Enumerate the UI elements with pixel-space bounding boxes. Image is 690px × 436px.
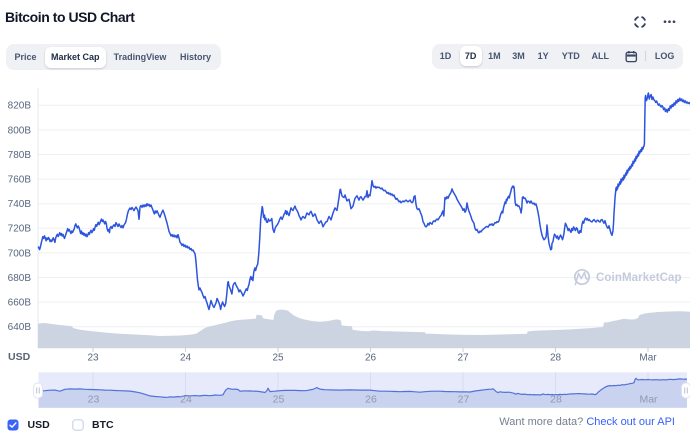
svg-text:26: 26 [365, 353, 377, 364]
svg-text:USD: USD [8, 351, 31, 363]
svg-text:23: 23 [88, 394, 100, 406]
svg-text:640B: 640B [8, 322, 32, 333]
svg-text:CoinMarketCap: CoinMarketCap [596, 272, 682, 284]
svg-text:Mar: Mar [639, 353, 657, 364]
svg-text:Mar: Mar [639, 394, 658, 406]
svg-text:680B: 680B [8, 273, 32, 284]
svg-text:26: 26 [365, 394, 377, 406]
svg-text:23: 23 [87, 353, 99, 364]
svg-text:700B: 700B [8, 248, 32, 259]
svg-text:24: 24 [180, 394, 192, 406]
svg-text:27: 27 [458, 394, 470, 406]
svg-text:820B: 820B [8, 101, 32, 112]
svg-text:27: 27 [457, 353, 469, 364]
svg-text:800B: 800B [8, 125, 32, 136]
svg-text:28: 28 [550, 353, 562, 364]
svg-text:28: 28 [550, 394, 562, 406]
svg-text:740B: 740B [8, 199, 32, 210]
svg-text:660B: 660B [8, 298, 32, 309]
svg-text:25: 25 [273, 394, 285, 406]
svg-text:24: 24 [180, 353, 192, 364]
svg-text:720B: 720B [8, 224, 32, 235]
svg-text:25: 25 [272, 353, 284, 364]
svg-text:760B: 760B [8, 175, 32, 186]
svg-text:780B: 780B [8, 150, 32, 161]
